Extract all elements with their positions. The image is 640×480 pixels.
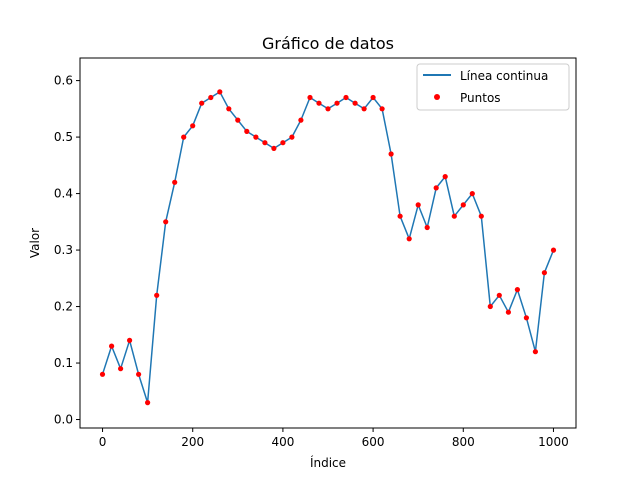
data-point	[460, 202, 466, 208]
x-tick-label: 0	[99, 435, 107, 449]
data-point	[352, 100, 358, 106]
data-point	[280, 140, 286, 146]
plot-area	[99, 89, 557, 406]
legend-point-swatch	[434, 94, 440, 100]
y-tick-label: 0.6	[54, 74, 73, 88]
x-tick-label: 800	[452, 435, 475, 449]
data-point	[478, 213, 484, 219]
data-point	[442, 174, 448, 180]
data-point	[487, 303, 493, 310]
data-point	[496, 292, 502, 298]
data-point	[325, 106, 331, 112]
data-point	[163, 219, 169, 225]
data-point	[307, 94, 313, 101]
data-point	[343, 94, 349, 101]
data-point	[181, 134, 187, 140]
series-line	[101, 91, 555, 404]
legend-box	[416, 63, 570, 111]
data-point	[99, 371, 106, 377]
x-tick-label: 200	[181, 435, 204, 449]
data-point	[109, 343, 115, 349]
data-point	[253, 134, 259, 140]
data-point	[424, 224, 430, 231]
data-point	[271, 145, 277, 151]
x-tick-label: 600	[362, 435, 385, 449]
data-point	[235, 117, 241, 123]
data-point	[298, 117, 304, 123]
data-point	[208, 94, 214, 101]
data-point	[451, 213, 457, 219]
data-point	[154, 292, 160, 298]
data-point	[370, 94, 376, 101]
data-point	[415, 202, 421, 208]
data-point	[199, 100, 205, 106]
y-tick-label: 0.3	[54, 243, 73, 257]
data-point	[469, 191, 475, 197]
x-axis-label: Índice	[310, 455, 346, 470]
y-tick-label: 0.5	[54, 130, 73, 144]
data-point	[136, 371, 142, 377]
data-point	[433, 185, 439, 191]
data-point	[262, 140, 268, 146]
data-point	[397, 213, 403, 219]
data-point	[316, 100, 322, 106]
data-point	[379, 106, 385, 112]
y-axis: 0.0 0.1 0.2 0.3 0.4 0.5 0.6	[54, 74, 80, 427]
data-point	[127, 337, 133, 343]
data-point	[118, 366, 124, 372]
data-point	[244, 128, 250, 134]
chart-title: Gráfico de datos	[262, 34, 394, 53]
data-point	[361, 106, 367, 112]
data-point	[523, 315, 530, 321]
data-point	[532, 349, 539, 355]
data-point	[505, 309, 511, 315]
plot-frame	[79, 57, 577, 429]
data-point	[172, 179, 178, 185]
data-point	[190, 123, 196, 129]
x-tick-label: 400	[271, 435, 294, 449]
data-point	[217, 89, 223, 95]
data-point	[145, 400, 151, 406]
data-point	[541, 270, 548, 276]
y-tick-label: 0.4	[54, 187, 73, 201]
x-tick-label: 1000	[538, 435, 569, 449]
data-point	[289, 134, 295, 140]
data-point	[406, 236, 412, 242]
data-point	[388, 151, 394, 157]
y-tick-label: 0.2	[54, 300, 73, 314]
legend: Línea continua Puntos	[416, 63, 570, 111]
x-axis: 0 200 400 600 800 1000	[99, 428, 569, 449]
data-point	[226, 106, 232, 112]
legend-label-line: Línea continua	[460, 69, 548, 83]
data-point	[514, 287, 521, 293]
data-point	[334, 100, 340, 106]
y-axis-label: Valor	[28, 228, 42, 258]
y-tick-label: 0.0	[54, 413, 73, 427]
y-tick-label: 0.1	[54, 356, 73, 370]
legend-label-points: Puntos	[460, 91, 501, 105]
data-point	[550, 247, 557, 253]
